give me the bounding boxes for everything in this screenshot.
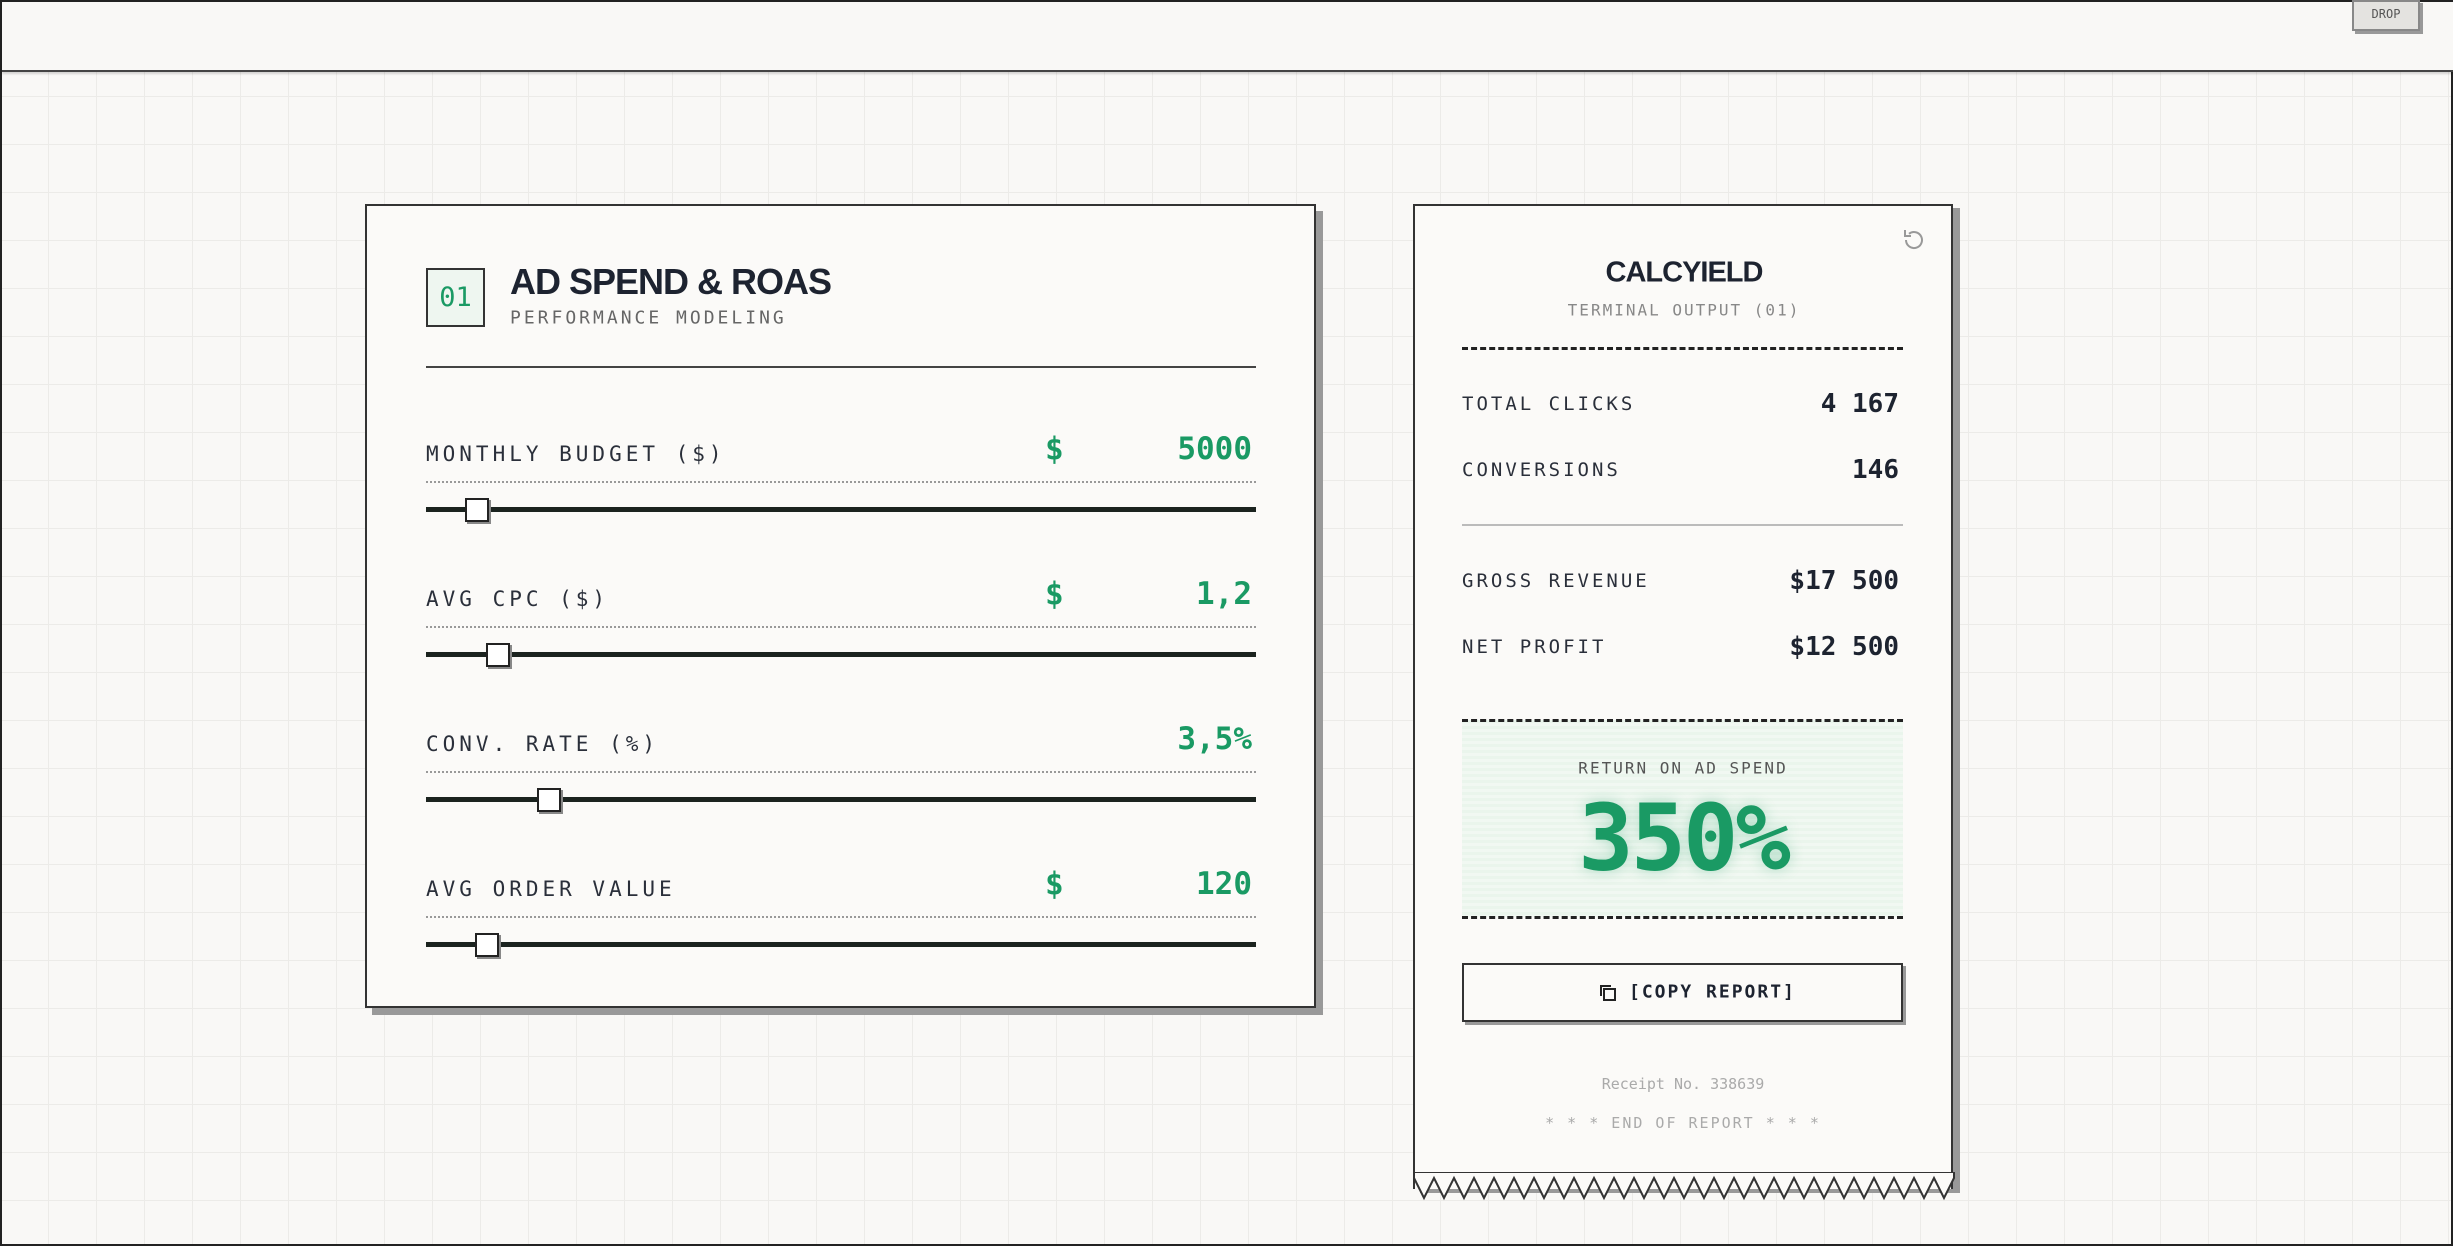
field-value: 120 — [1196, 866, 1252, 902]
dashed-divider — [1462, 916, 1903, 919]
slider-thumb[interactable] — [464, 498, 489, 522]
copy-icon — [1600, 985, 1616, 1001]
field-label: MONTHLY BUDGET ($) — [426, 442, 726, 466]
row-label: CONVERSIONS — [1462, 459, 1621, 481]
slider-track[interactable] — [426, 942, 1256, 947]
calculator-title: AD SPEND & ROAS — [510, 261, 832, 302]
copy-button[interactable] — [1462, 963, 1903, 1022]
divider — [1462, 524, 1903, 526]
roas-value: 350% — [1578, 784, 1791, 892]
field-prefix: $ — [1045, 866, 1064, 902]
drop-button[interactable]: DROP — [2352, 0, 2420, 31]
slider-thumb[interactable] — [474, 933, 499, 957]
slider-thumb[interactable] — [485, 643, 510, 667]
row-label: NET PROFIT — [1462, 636, 1607, 658]
section-number: 01 — [426, 268, 485, 327]
top-bar — [2, 2, 2453, 72]
calculator-card — [365, 204, 1316, 1008]
dotted-line — [426, 916, 1256, 918]
row-value: $17 500 — [1789, 566, 1899, 596]
dotted-line — [426, 481, 1256, 483]
copy-button-label[interactable]: [COPY REPORT] — [1629, 981, 1796, 1003]
slider-track[interactable] — [426, 507, 1256, 512]
row-value: 4 167 — [1820, 389, 1899, 419]
dotted-line — [426, 771, 1256, 773]
brand: CALCYIELD — [1605, 256, 1764, 289]
calculator-subtitle: PERFORMANCE MODELING — [510, 307, 787, 329]
field-prefix: $ — [1045, 431, 1064, 467]
field-label: AVG ORDER VALUE — [426, 877, 676, 901]
slider-thumb[interactable] — [537, 788, 561, 812]
row-label: TOTAL CLICKS — [1462, 393, 1636, 415]
receipt-footer: * * * END OF REPORT * * * — [1545, 1114, 1821, 1132]
receipt — [1413, 204, 1953, 1189]
row-value: 146 — [1852, 455, 1899, 485]
slider-track[interactable] — [426, 652, 1256, 657]
field-label: CONV. RATE (%) — [426, 732, 660, 756]
divider — [426, 366, 1256, 368]
dashed-divider — [1462, 347, 1903, 350]
row-value: $12 500 — [1789, 632, 1899, 662]
row-label: GROSS REVENUE — [1462, 570, 1650, 592]
dotted-line — [426, 626, 1256, 628]
receipt-edge — [1413, 1172, 1955, 1201]
receipt-number: Receipt No. 338639 — [1601, 1075, 1765, 1093]
dashed-divider — [1462, 719, 1903, 722]
field-value: 1,2 — [1196, 576, 1252, 612]
field-value: 3,5% — [1177, 721, 1252, 757]
receipt-subtitle: TERMINAL OUTPUT (01) — [1567, 300, 1801, 320]
slider-track[interactable] — [426, 797, 1256, 802]
field-prefix: $ — [1045, 576, 1064, 612]
reset-icon[interactable] — [1901, 227, 1927, 253]
roas-label: RETURN ON AD SPEND — [1578, 758, 1788, 778]
field-value: 5000 — [1177, 431, 1252, 467]
roas-panel — [1462, 720, 1903, 917]
field-label: AVG CPC ($) — [426, 587, 610, 611]
